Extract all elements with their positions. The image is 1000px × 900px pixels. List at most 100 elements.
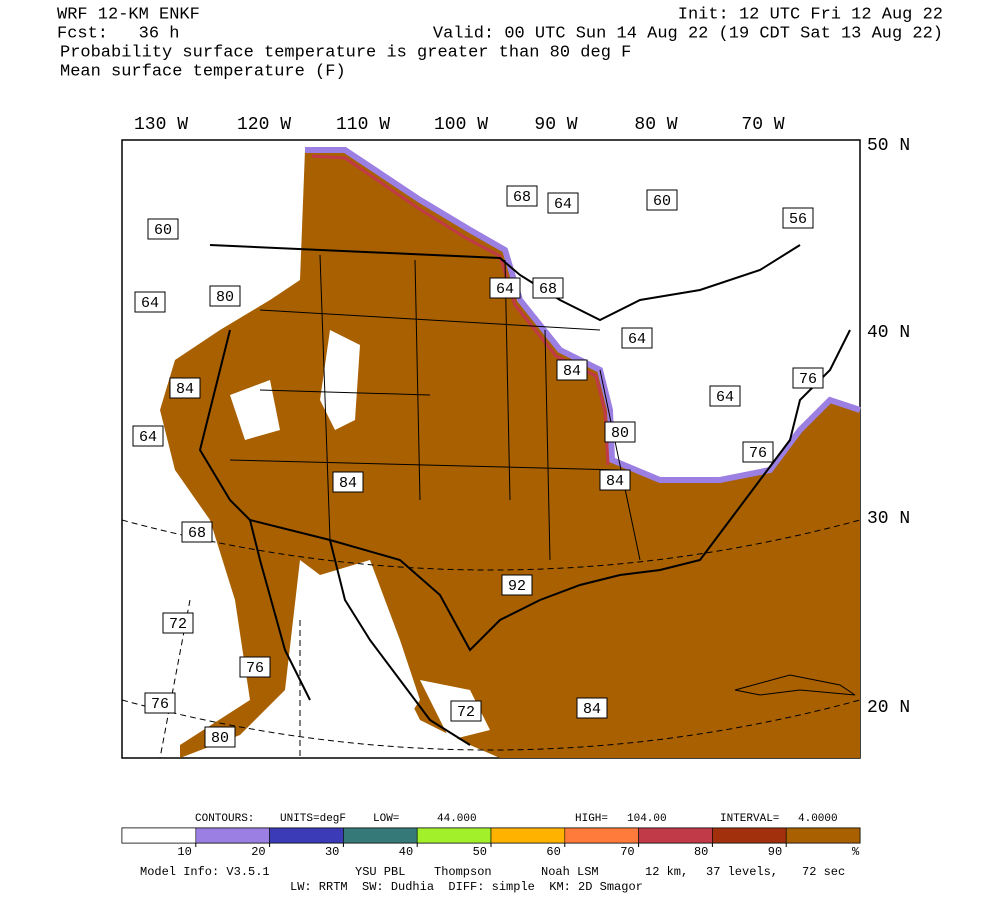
contour-label: 80 bbox=[216, 289, 234, 306]
colorbar-swatch bbox=[712, 827, 787, 844]
contour-label: 60 bbox=[653, 193, 671, 210]
model-info: Thompson bbox=[434, 865, 492, 879]
contour-info: LOW= bbox=[373, 813, 399, 825]
contour-label-box bbox=[147, 218, 179, 240]
contour-label-box bbox=[332, 471, 364, 493]
contour-label-box bbox=[144, 692, 176, 714]
colorbar-tick-label: 20 bbox=[251, 845, 265, 859]
colorbar-swatch bbox=[785, 827, 861, 844]
contour-label: 84 bbox=[339, 475, 357, 492]
colorbar-swatch bbox=[490, 827, 566, 844]
contour-label: 76 bbox=[151, 696, 169, 713]
contour-info: HIGH= bbox=[575, 813, 608, 825]
contour-info: 104.00 bbox=[627, 813, 667, 825]
colorbar-swatch bbox=[564, 827, 639, 844]
colorbar-tick-label: 70 bbox=[620, 845, 634, 859]
contour-info: 4.0000 bbox=[798, 813, 838, 825]
model-info: 72 sec bbox=[802, 865, 845, 879]
contour-label: 92 bbox=[508, 578, 526, 595]
contour-label-box bbox=[742, 441, 774, 463]
probability-fill bbox=[160, 150, 860, 758]
field-title: Probability surface temperature is great… bbox=[60, 43, 631, 62]
contour-label-box bbox=[169, 377, 201, 399]
colorbar-swatch bbox=[343, 827, 418, 844]
contour-label-box bbox=[576, 697, 608, 719]
colorbar-tick-label: 80 bbox=[694, 845, 708, 859]
probability-edge bbox=[305, 147, 861, 483]
contour-label-box bbox=[181, 521, 213, 543]
contour-label: 68 bbox=[539, 281, 557, 298]
forecast-hour: Fcst: 36 h bbox=[57, 24, 179, 43]
contour-label-box bbox=[506, 185, 538, 207]
longitude-label: 120 W bbox=[237, 115, 291, 135]
colorbar-swatch bbox=[195, 827, 270, 844]
latitude-label: 20 N bbox=[867, 698, 910, 718]
contour-info: UNITS=degF bbox=[280, 813, 346, 825]
contour-label: 64 bbox=[496, 281, 514, 298]
contour-label-box bbox=[450, 700, 482, 722]
model-info: Noah LSM bbox=[541, 865, 599, 879]
contour-label: 72 bbox=[169, 616, 187, 633]
contour-info: INTERVAL= bbox=[720, 813, 779, 825]
contour-label-box bbox=[621, 327, 653, 349]
map bbox=[121, 139, 861, 759]
longitude-label: 70 W bbox=[741, 115, 784, 135]
contour-label-box bbox=[532, 277, 564, 299]
field-title: Mean surface temperature (F) bbox=[60, 62, 346, 81]
contour-label: 72 bbox=[457, 704, 475, 721]
mountain-gap bbox=[230, 330, 490, 740]
contour-label: 76 bbox=[749, 445, 767, 462]
model-info: Model Info: V3.5.1 bbox=[140, 865, 270, 879]
colorbar-tick-label: 30 bbox=[325, 845, 339, 859]
contour-label-box bbox=[556, 359, 588, 381]
colorbar-tick-label: 60 bbox=[546, 845, 560, 859]
contour-label: 76 bbox=[246, 660, 264, 677]
contour-label-box bbox=[782, 207, 814, 229]
contour-label: 80 bbox=[611, 425, 629, 442]
colorbar-swatch bbox=[269, 827, 344, 844]
contour-label-box bbox=[646, 189, 678, 211]
contour-label-box bbox=[709, 385, 741, 407]
contour-label: 84 bbox=[176, 381, 194, 398]
longitude-label: 80 W bbox=[634, 115, 677, 135]
contour-label-box bbox=[162, 612, 194, 634]
contour-label-box bbox=[547, 192, 579, 214]
borders bbox=[198, 244, 851, 746]
contour-label-box bbox=[204, 726, 236, 748]
colorbar-tick-label: 40 bbox=[399, 845, 413, 859]
contour-label: 64 bbox=[141, 295, 159, 312]
state-lines bbox=[229, 254, 641, 561]
contour-label: 64 bbox=[554, 196, 572, 213]
longitude-label: 100 W bbox=[434, 115, 488, 135]
contour-label: 56 bbox=[789, 211, 807, 228]
latitude-label: 40 N bbox=[867, 323, 910, 343]
contour-label: 64 bbox=[628, 331, 646, 348]
contour-label-box bbox=[132, 425, 164, 447]
contour-label-box bbox=[792, 367, 824, 389]
contour-label-box bbox=[501, 574, 533, 596]
latitude-label: 50 N bbox=[867, 136, 910, 156]
contour-label-box bbox=[489, 277, 521, 299]
lat-lon-lines bbox=[121, 519, 861, 759]
contour-info: 44.000 bbox=[437, 813, 477, 825]
colorbar-tick-label: 50 bbox=[473, 845, 487, 859]
colorbar-swatch bbox=[638, 827, 713, 844]
model-info: 12 km, bbox=[645, 865, 688, 879]
colorbar-swatch bbox=[416, 827, 492, 844]
contour-label-box bbox=[209, 285, 241, 307]
longitude-label: 130 W bbox=[134, 115, 188, 135]
physics-info: LW: RRTM SW: Dudhia DIFF: simple KM: 2D … bbox=[290, 880, 643, 894]
init-time: Init: 12 UTC Fri 12 Aug 22 bbox=[678, 5, 943, 24]
colorbar-tick-label: 90 bbox=[768, 845, 782, 859]
contour-label: 68 bbox=[188, 525, 206, 542]
contour-label: 76 bbox=[799, 371, 817, 388]
longitude-label: 110 W bbox=[336, 115, 390, 135]
contour-label: 64 bbox=[716, 389, 734, 406]
latitude-label: 30 N bbox=[867, 509, 910, 529]
contour-label: 84 bbox=[563, 363, 581, 380]
contour-label-box bbox=[604, 421, 636, 443]
contour-label-box bbox=[239, 656, 271, 678]
model-info: 37 levels, bbox=[706, 865, 778, 879]
contour-label: 80 bbox=[211, 730, 229, 747]
